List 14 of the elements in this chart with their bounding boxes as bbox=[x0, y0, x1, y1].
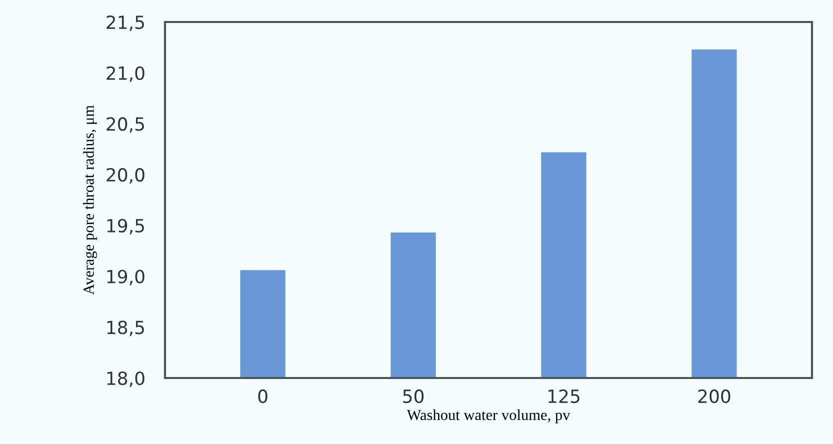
y-tick-label: 18,5 bbox=[107, 320, 144, 336]
x-tick-label: 200 bbox=[698, 389, 730, 404]
y-tick-label: 20,0 bbox=[106, 168, 144, 184]
y-axis-title: Average pore throat radius, μm bbox=[83, 105, 98, 295]
y-tick-label: 19,0 bbox=[107, 270, 144, 286]
y-tick-label: 20,5 bbox=[106, 117, 144, 133]
x-tick-label: 125 bbox=[548, 389, 580, 404]
y-tick-label: 21,0 bbox=[106, 66, 144, 82]
y-tick-label: 21,5 bbox=[106, 15, 144, 31]
x-tick-label: 50 bbox=[403, 389, 424, 404]
x-axis-title: Washout water volume, pv bbox=[406, 409, 570, 424]
y-tick-label: 18,0 bbox=[107, 371, 144, 387]
y-tick-label: 19,5 bbox=[107, 218, 144, 234]
x-tick-label: 0 bbox=[258, 389, 268, 404]
